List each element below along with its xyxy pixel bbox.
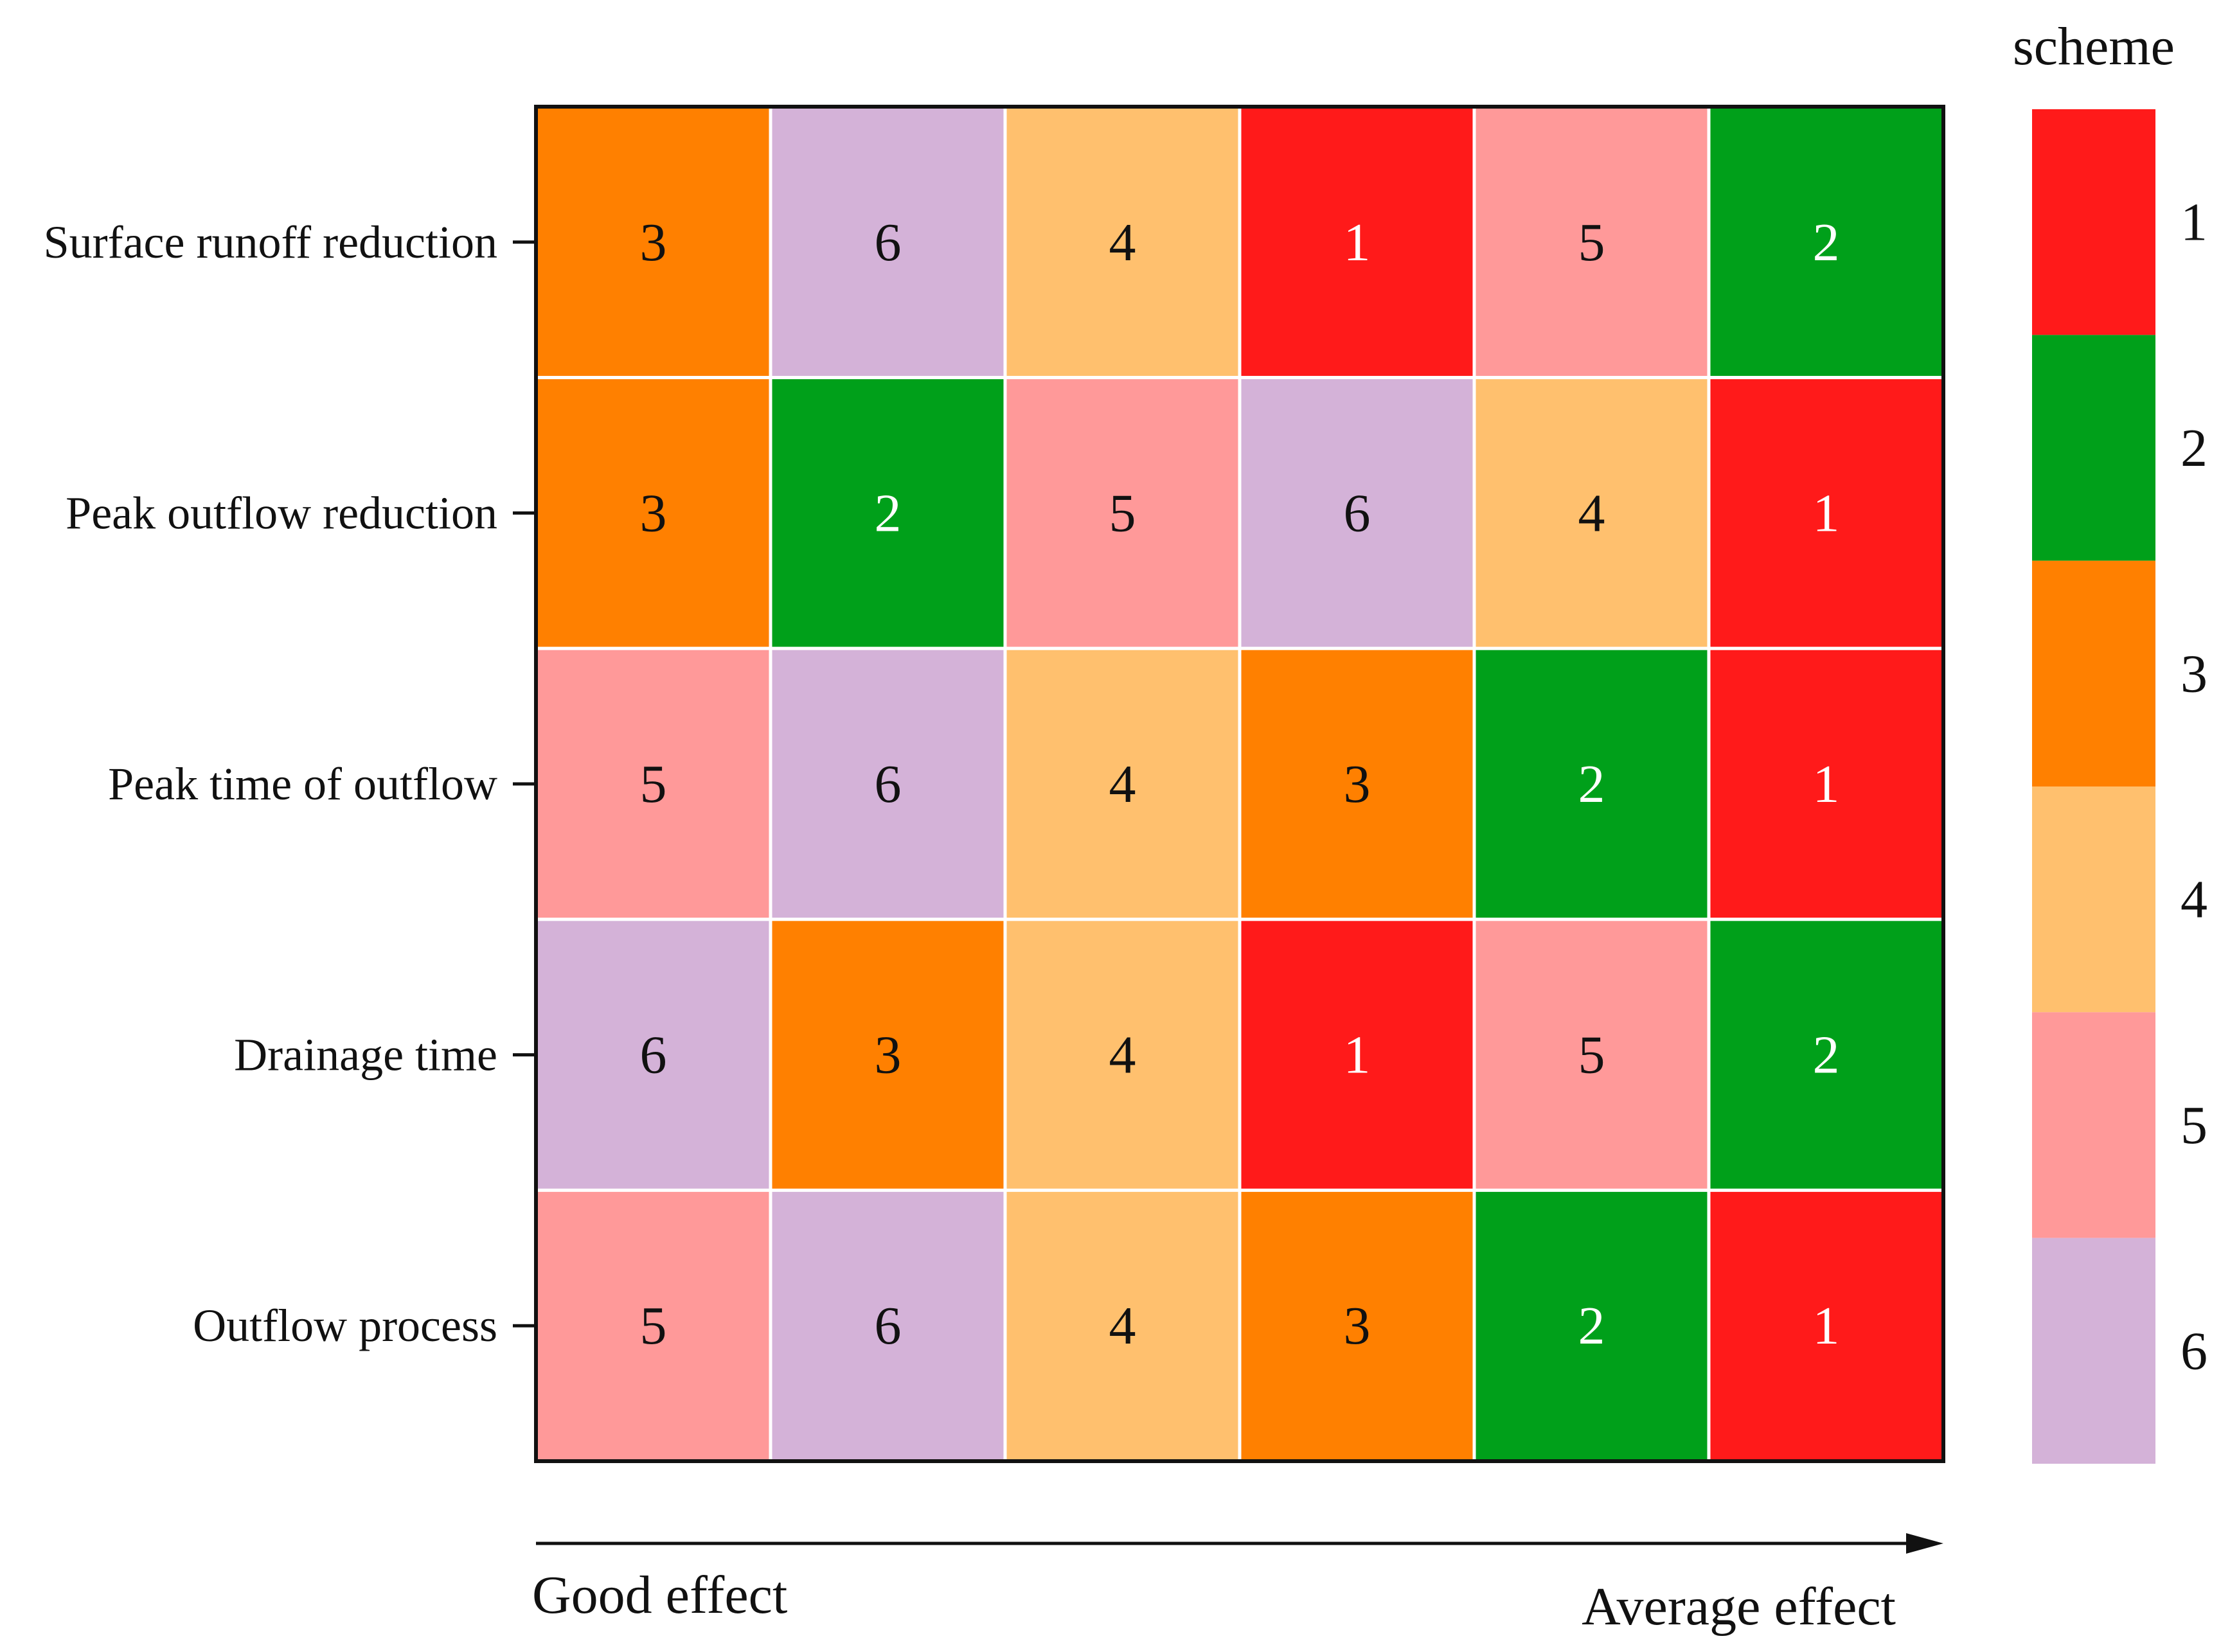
heatmap-cell — [1707, 105, 1945, 380]
heatmap-cell — [769, 646, 1007, 921]
heatmap-cell — [1707, 376, 1945, 650]
legend-label: 2 — [2181, 418, 2208, 478]
heatmap-cell — [534, 105, 772, 380]
heatmap-cell-label: 2 — [1578, 754, 1605, 814]
heatmap-cell — [1238, 918, 1476, 1192]
legend-swatch — [2032, 560, 2155, 786]
row-label: Peak time of outflow — [108, 758, 497, 810]
heatmap-cell-label: 6 — [875, 1296, 902, 1356]
legend-swatch — [2032, 335, 2155, 561]
heatmap-cell-label: 6 — [1344, 483, 1371, 543]
heatmap-cell — [1472, 646, 1711, 921]
legend-label: 1 — [2181, 193, 2208, 253]
heatmap-cell-label: 2 — [875, 483, 902, 543]
heatmap-cell-label: 1 — [1813, 754, 1840, 814]
heatmap-cell — [769, 105, 1007, 380]
heatmap-cell-label: 4 — [1109, 213, 1136, 272]
heatmap-cell — [1003, 1188, 1242, 1463]
heatmap-cell-label: 5 — [1109, 483, 1136, 543]
heatmap-cell-label: 4 — [1578, 483, 1605, 543]
row-label: Peak outflow reduction — [66, 487, 497, 538]
heatmap-cell — [1238, 1188, 1476, 1463]
effect-arrow: Good effect Average effect — [532, 1533, 1943, 1637]
heatmap-cell-label: 3 — [875, 1026, 902, 1085]
heatmap-cell — [769, 376, 1007, 650]
heatmap-cell — [1238, 376, 1476, 650]
heatmap-cell-label: 4 — [1109, 1296, 1136, 1356]
heatmap-cell-label: 5 — [1578, 1026, 1605, 1085]
heatmap-cell-label: 3 — [1344, 754, 1371, 814]
legend-label: 3 — [2181, 644, 2208, 704]
heatmap-cell — [769, 918, 1007, 1192]
legend-title: scheme — [2013, 17, 2175, 76]
heatmap-cell-label: 4 — [1109, 754, 1136, 814]
heatmap-cell-label: 1 — [1813, 483, 1840, 543]
effect-arrow-head — [1906, 1533, 1943, 1554]
heatmap-cell — [534, 646, 772, 921]
good-effect-label: Good effect — [532, 1565, 787, 1625]
heatmap-cell — [534, 1188, 772, 1463]
heatmap-cell-label: 2 — [1813, 213, 1840, 272]
heatmap-cell — [1472, 1188, 1711, 1463]
heatmap-cell-label: 1 — [1813, 1296, 1840, 1356]
heatmap-cell-label: 1 — [1344, 1026, 1371, 1085]
heatmap-cell — [1707, 646, 1945, 921]
row-label: Surface runoff reduction — [44, 217, 497, 268]
heatmap-cell-label: 3 — [640, 213, 667, 272]
heatmap-cell-label: 2 — [1578, 1296, 1605, 1356]
row-label: Outflow process — [193, 1300, 497, 1351]
row-label: Drainage time — [234, 1029, 497, 1081]
legend-swatch — [2032, 1012, 2155, 1238]
heatmap-cell — [1472, 918, 1711, 1192]
heatmap-cell-label: 4 — [1109, 1026, 1136, 1085]
legend-swatch — [2032, 1238, 2155, 1464]
heatmap-cell-label: 2 — [1813, 1026, 1840, 1085]
legend: scheme 1 2 3 4 5 6 — [2013, 17, 2208, 1464]
heatmap-cell-label: 6 — [875, 754, 902, 814]
heatmap-cell — [534, 918, 772, 1192]
heatmap-cell-label: 5 — [640, 754, 667, 814]
average-effect-label: Average effect — [1582, 1577, 1896, 1637]
legend-swatch — [2032, 109, 2155, 335]
row-labels: Surface runoff reduction Peak outflow red… — [44, 217, 536, 1351]
legend-label: 5 — [2181, 1096, 2208, 1155]
heatmap-cell-label: 5 — [1578, 213, 1605, 272]
legend-swatch — [2032, 786, 2155, 1013]
heatmap-cell — [1472, 105, 1711, 380]
heatmap-cell — [1238, 105, 1476, 380]
heatmap-cells: 3 6 4 1 5 2 3 2 5 6 4 1 5 6 4 3 2 1 6 3 4 1 5 2 5 6 4 3 2 1 — [534, 105, 1945, 1463]
heatmap-cell — [1003, 918, 1242, 1192]
legend-label: 6 — [2181, 1321, 2208, 1381]
heatmap-cell-label: 6 — [875, 213, 902, 272]
heatmap-cell — [1238, 646, 1476, 921]
heatmap-cell-label: 6 — [640, 1026, 667, 1085]
legend-label: 4 — [2181, 870, 2208, 930]
heatmap-cell-label: 3 — [640, 483, 667, 543]
heatmap-cell-label: 3 — [1344, 1296, 1371, 1356]
heatmap-cell-label: 1 — [1344, 213, 1371, 272]
heatmap-cell-label: 5 — [640, 1296, 667, 1356]
